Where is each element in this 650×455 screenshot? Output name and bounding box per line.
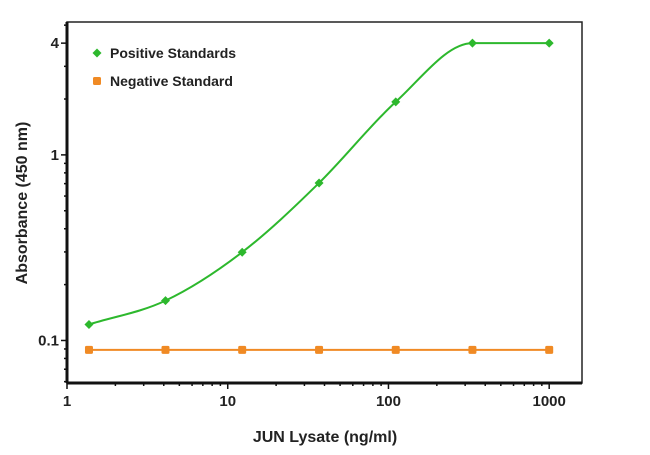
data-point-positive (160, 296, 170, 306)
legend-item-positive: Positive Standards (92, 45, 236, 61)
data-point-negative (161, 345, 170, 354)
data-point-positive (544, 38, 554, 48)
y-axis-title: Absorbance (450 nm) (14, 122, 31, 285)
data-point-negative (315, 345, 324, 354)
x-tick-label: 10 (219, 393, 236, 410)
legend-marker-negative (93, 77, 101, 85)
y-tick-label: 0.1 (38, 332, 59, 349)
legend-label-negative: Negative Standard (110, 73, 233, 89)
legend-label-positive: Positive Standards (110, 45, 236, 61)
plot-area: 1 10 100 1000 0.1 1 4 (38, 21, 583, 410)
legend: Positive Standards Negative Standard (92, 45, 236, 89)
data-point-positive (314, 178, 324, 188)
data-point-negative (238, 345, 247, 354)
x-tick-label: 1 (63, 393, 71, 410)
x-tick-label: 100 (376, 393, 401, 410)
y-tick-label: 4 (51, 35, 60, 52)
x-tick-label: 1000 (533, 393, 566, 410)
legend-marker-positive (92, 48, 102, 58)
data-point-positive (467, 38, 477, 48)
data-point-negative (468, 345, 477, 354)
legend-item-negative: Negative Standard (93, 73, 233, 89)
x-axis-title: JUN Lysate (ng/ml) (253, 429, 397, 446)
data-point-positive (84, 319, 94, 329)
data-point-positive (237, 247, 247, 257)
y-tick-label: 1 (51, 147, 59, 164)
data-point-negative (84, 345, 93, 354)
data-point-positive (391, 97, 401, 107)
data-point-negative (545, 345, 554, 354)
data-point-negative (391, 345, 400, 354)
